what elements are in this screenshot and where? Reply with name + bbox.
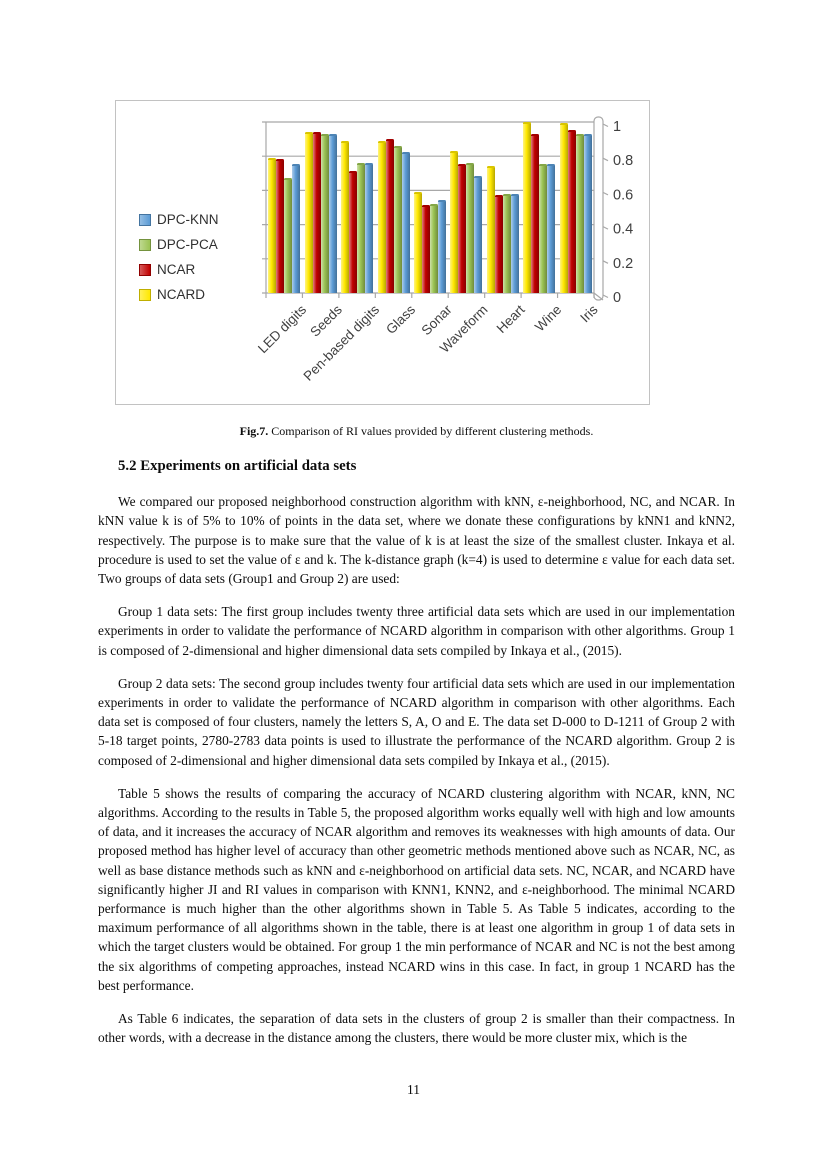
y-axis-label: 1	[613, 119, 621, 135]
bar-NCARD-Waveform	[450, 151, 459, 293]
bar-NCARD-LED-digits	[268, 158, 277, 293]
paragraph-2: Group 1 data sets: The first group inclu…	[98, 604, 735, 658]
bar-NCAR-Waveform	[458, 164, 467, 293]
bar-NCAR-Sonar	[422, 205, 430, 293]
bar-DPC-PCA-LED-digits	[284, 178, 293, 293]
paragraph-4: Table 5 shows the results of comparing t…	[98, 785, 735, 993]
legend-swatch-icon	[139, 263, 151, 276]
legend-item-DPC-PCA: DPC-PCA	[139, 232, 219, 257]
bar-NCARD-Wine	[523, 122, 532, 293]
bar-NCARD-Seeds	[304, 132, 313, 293]
page-number: 11	[407, 1082, 420, 1097]
paragraph-3: Group 2 data sets: The second group incl…	[98, 675, 735, 768]
bar-NCAR-Seeds	[312, 132, 321, 293]
y-axis-tick	[602, 123, 609, 128]
y-axis-label: 0.6	[613, 187, 633, 203]
side-wall	[593, 116, 604, 301]
figure-caption: Fig.7. Comparison of RI values provided …	[98, 424, 735, 438]
bar-NCARD-Glass	[377, 141, 386, 293]
bar-NCAR-Iris	[567, 130, 576, 293]
bar-NCAR-Heart	[494, 195, 503, 293]
y-axis-tick	[602, 157, 609, 162]
section-heading: 5.2 Experiments on artificial data sets	[118, 458, 357, 474]
bar-NCAR-Pen-based-digits	[349, 171, 358, 293]
chart-legend: DPC-KNN DPC-PCA NCAR NCARD	[139, 207, 219, 307]
bar-NCARD-Sonar	[414, 192, 422, 293]
legend-swatch-icon	[139, 238, 151, 251]
bar-NCAR-Glass	[385, 139, 394, 293]
bar-DPC-PCA-Seeds	[320, 134, 329, 293]
paragraph-1: We compared our proposed neighborhood co…	[98, 494, 735, 587]
legend-swatch-icon	[139, 288, 151, 301]
bar-DPC-PCA-Sonar	[430, 204, 438, 293]
legend-label: NCAR	[157, 262, 196, 277]
bar-NCARD-Iris	[559, 123, 568, 293]
legend-item-DPC-KNN: DPC-KNN	[139, 207, 219, 232]
bar-DPC-KNN-LED-digits	[292, 164, 301, 293]
y-axis-label: 0	[613, 290, 621, 306]
x-axis-label: Heart	[493, 302, 528, 336]
chart-plot-area: LED digits Seeds Pen-based digits Glass Sona…	[116, 101, 649, 404]
figure-caption-label: Fig.7.	[239, 424, 269, 438]
y-axis-label: 0.4	[613, 222, 633, 238]
figure-caption-text: Comparison of RI values provided by diff…	[271, 424, 594, 438]
bar-NCAR-Wine	[531, 134, 540, 293]
bar-DPC-KNN-Waveform	[474, 176, 483, 293]
bar-DPC-KNN-Sonar	[438, 200, 446, 293]
bar-DPC-KNN-Glass	[401, 152, 410, 293]
bar-DPC-PCA-Heart	[502, 194, 511, 293]
x-axis-label: Wine	[531, 302, 564, 335]
bar-DPC-PCA-Pen-based-digits	[357, 163, 366, 293]
legend-label: NCARD	[157, 287, 206, 302]
legend-label: DPC-KNN	[157, 212, 219, 227]
y-axis-tick	[602, 226, 609, 230]
x-axis-label: Iris	[577, 302, 601, 326]
bar-DPC-PCA-Iris	[575, 134, 584, 293]
bar-DPC-KNN-Iris	[583, 134, 592, 293]
legend-item-NCAR: NCAR	[139, 257, 219, 282]
bar-DPC-PCA-Glass	[393, 146, 402, 293]
bar-NCARD-Pen-based-digits	[341, 141, 350, 293]
legend-swatch-icon	[139, 213, 151, 226]
figure-7-chart: 1 0.8 0.6 0.4 0.2 0 LED digits Seeds Pen-based …	[115, 100, 650, 405]
bar-NCAR-LED-digits	[276, 159, 285, 293]
bar-DPC-PCA-Waveform	[466, 163, 475, 293]
bar-NCARD-Heart	[486, 166, 495, 293]
bar-DPC-KNN-Wine	[547, 164, 556, 293]
bar-DPC-KNN-Heart	[510, 194, 519, 293]
bar-DPC-KNN-Pen-based-digits	[365, 163, 374, 293]
y-axis-tick	[602, 294, 609, 299]
paragraph-5: As Table 6 indicates, the separation of …	[98, 1011, 735, 1046]
body-text: We compared our proposed neighborhood co…	[98, 492, 735, 1047]
legend-label: DPC-PCA	[157, 237, 218, 252]
y-axis-tick	[602, 260, 609, 264]
y-axis-label: 0.2	[613, 256, 633, 272]
y-axis-tick	[602, 191, 609, 196]
legend-item-NCARD: NCARD	[139, 282, 219, 307]
bar-DPC-KNN-Seeds	[328, 134, 337, 293]
bar-DPC-PCA-Wine	[539, 164, 548, 293]
page-content: Fig.7. Comparison of RI values provided …	[98, 424, 735, 1061]
x-axis-label: Glass	[383, 302, 419, 338]
x-axis-label: LED digits	[254, 302, 309, 357]
y-axis-label: 0.8	[613, 153, 633, 169]
